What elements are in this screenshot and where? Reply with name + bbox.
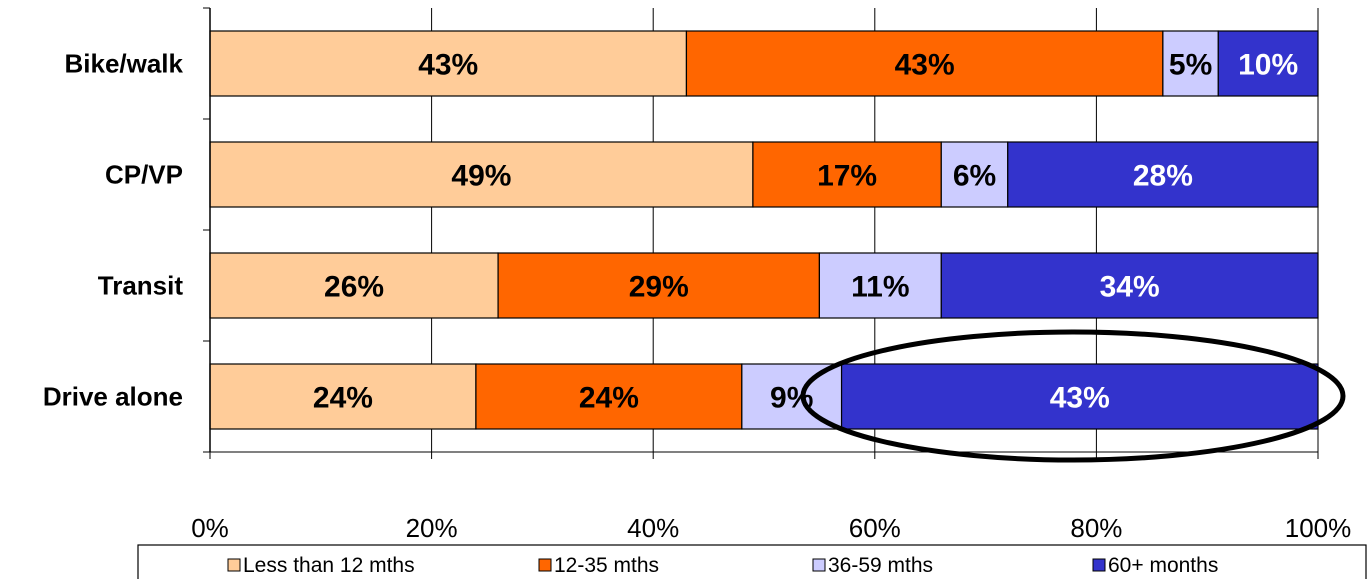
bar-segment (209, 141, 754, 208)
bar-segment (209, 252, 499, 319)
bar-segment (741, 363, 843, 430)
bar-segment (475, 363, 743, 430)
legend-swatch (1092, 558, 1106, 572)
bar-segment (752, 141, 942, 208)
legend-label: 60+ months (1108, 554, 1218, 577)
legend-label: 36-59 mths (828, 554, 933, 577)
x-tick-label: 80% (1070, 513, 1122, 543)
bar-segment (940, 141, 1009, 208)
data-label: 6% (953, 160, 996, 193)
legend-label: 12-35 mths (554, 554, 659, 577)
legend-box (137, 544, 1367, 579)
data-label: 10% (1238, 49, 1298, 82)
data-label: 43% (895, 49, 955, 82)
data-label: 17% (817, 160, 877, 193)
category-label: Bike/walk (64, 49, 183, 79)
x-tick-label: 20% (406, 513, 458, 543)
bar-segment (1162, 30, 1219, 97)
x-tick-label: 60% (849, 513, 901, 543)
legend-swatch (227, 558, 241, 572)
data-label: 28% (1133, 160, 1193, 193)
legend-label: Less than 12 mths (243, 554, 415, 577)
category-label: Drive alone (43, 382, 183, 412)
data-label: 49% (451, 160, 511, 193)
data-label: 29% (629, 271, 689, 304)
bar-segment (940, 252, 1319, 319)
bars (209, 30, 1319, 430)
axes (203, 7, 1319, 459)
bar-segment (685, 30, 1164, 97)
legend-swatch (538, 558, 552, 572)
data-label: 43% (418, 49, 478, 82)
data-label: 34% (1100, 271, 1160, 304)
value-labels: 43% 43% 5% 10% 49% 17% 6% 28% 26% 29% 11% 34% 24% 24%… (313, 49, 1298, 415)
highlight-ellipse (800, 329, 1346, 463)
legend: Less than 12 mths 12-35 mths 36-59 mths 60+… (137, 544, 1367, 579)
bar-segment (209, 30, 688, 97)
data-label: 24% (313, 382, 373, 415)
data-label: 5% (1169, 49, 1212, 82)
category-label: Transit (98, 271, 184, 301)
x-tick-label: 40% (627, 513, 679, 543)
bar-segment (1007, 141, 1319, 208)
category-labels: Bike/walk CP/VP Transit Drive alone (43, 49, 184, 412)
data-label: 11% (851, 271, 909, 304)
legend-swatch (812, 558, 826, 572)
x-tick-label: 100% (1285, 513, 1352, 543)
data-label: 24% (579, 382, 639, 415)
x-tick-labels: 0% 20% 40% 60% 80% 100% (191, 513, 1351, 543)
bar-segment (818, 252, 942, 319)
data-label: 43% (1050, 382, 1110, 415)
bar-segment (497, 252, 820, 319)
bar-segment (840, 363, 1319, 430)
category-label: CP/VP (105, 160, 183, 190)
bar-segment (1217, 30, 1319, 97)
x-tick-label: 0% (191, 513, 229, 543)
data-label: 26% (324, 271, 384, 304)
